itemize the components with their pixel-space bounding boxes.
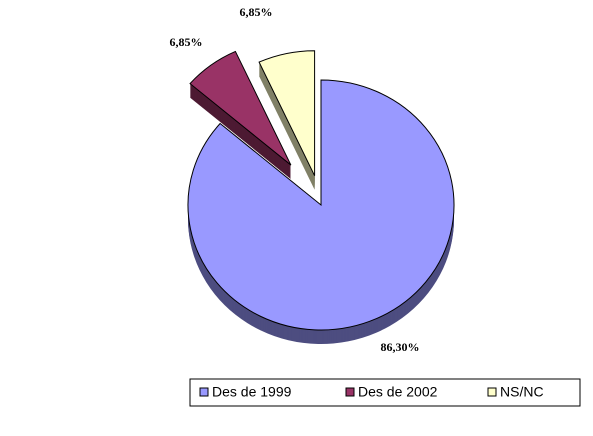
legend-label: NS/NC xyxy=(500,384,544,400)
value-label: 86,30% xyxy=(381,340,420,354)
slice xyxy=(189,50,292,166)
slice xyxy=(187,79,455,331)
legend-swatch xyxy=(199,387,209,397)
legend-swatch xyxy=(487,387,497,397)
value-label: 6,85% xyxy=(170,35,203,49)
legend-swatch xyxy=(345,387,355,397)
value-label: 6,85% xyxy=(240,5,273,19)
legend-label: Des de 1999 xyxy=(212,384,292,400)
legend-label: Des de 2002 xyxy=(358,384,438,400)
slice xyxy=(258,50,316,176)
legend-box xyxy=(189,378,581,407)
